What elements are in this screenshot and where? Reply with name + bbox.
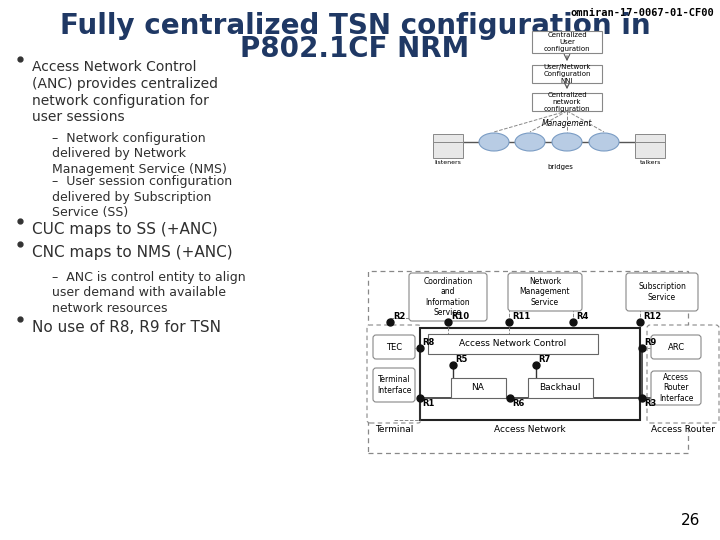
Bar: [528, 378, 593, 398]
Bar: [532, 65, 602, 83]
Text: Fully centralized TSN configuration in: Fully centralized TSN configuration in: [60, 12, 650, 40]
Ellipse shape: [589, 133, 619, 151]
Text: bridges: bridges: [547, 164, 573, 170]
Text: R2: R2: [393, 312, 405, 321]
Text: ARC: ARC: [667, 342, 685, 352]
Text: R10: R10: [451, 312, 469, 321]
Bar: [451, 378, 505, 398]
Text: 26: 26: [680, 513, 700, 528]
Ellipse shape: [515, 133, 545, 151]
Ellipse shape: [552, 133, 582, 151]
Text: talkers: talkers: [639, 160, 661, 165]
Text: TEC: TEC: [386, 342, 402, 352]
Text: –  User session configuration
delivered by Subscription
Service (SS): – User session configuration delivered b…: [52, 175, 232, 219]
Text: Access Router: Access Router: [651, 425, 715, 434]
Text: NA: NA: [472, 383, 485, 393]
Text: –  ANC is control entity to align
user demand with available
network resources: – ANC is control entity to align user de…: [52, 271, 246, 315]
Text: listeners: listeners: [435, 160, 462, 165]
FancyBboxPatch shape: [508, 273, 582, 311]
Bar: [635, 134, 665, 150]
Bar: [532, 31, 602, 53]
FancyBboxPatch shape: [626, 273, 698, 311]
FancyBboxPatch shape: [651, 335, 701, 359]
Text: CNC maps to NMS (+ANC): CNC maps to NMS (+ANC): [32, 245, 233, 260]
Text: R11: R11: [512, 312, 530, 321]
FancyBboxPatch shape: [409, 273, 487, 321]
Text: Terminal: Terminal: [375, 425, 413, 434]
Text: R4: R4: [576, 312, 588, 321]
Text: R12: R12: [643, 312, 661, 321]
FancyBboxPatch shape: [651, 371, 701, 405]
Text: R7: R7: [538, 355, 550, 364]
FancyBboxPatch shape: [373, 368, 415, 402]
Text: Management: Management: [542, 119, 592, 128]
Text: R3: R3: [644, 399, 656, 408]
Text: Access Network: Access Network: [494, 425, 566, 434]
Text: P802.1CF NRM: P802.1CF NRM: [240, 35, 469, 63]
Bar: [532, 93, 602, 111]
Text: R8: R8: [422, 338, 434, 347]
FancyBboxPatch shape: [373, 335, 415, 359]
Text: User/Network
Configuration
NNI: User/Network Configuration NNI: [544, 64, 590, 84]
Text: Access Network Control
(ANC) provides centralized
network configuration for
user: Access Network Control (ANC) provides ce…: [32, 60, 218, 124]
FancyBboxPatch shape: [367, 325, 421, 423]
Text: omniran-17-0067-01-CF00: omniran-17-0067-01-CF00: [570, 8, 714, 18]
Text: CUC maps to SS (+ANC): CUC maps to SS (+ANC): [32, 222, 217, 237]
Text: Centralized
network
configuration: Centralized network configuration: [544, 92, 590, 112]
Text: Network
Management
Service: Network Management Service: [520, 277, 570, 307]
Text: R6: R6: [512, 399, 524, 408]
Text: Centralized
User
configuration: Centralized User configuration: [544, 32, 590, 52]
Text: No use of R8, R9 for TSN: No use of R8, R9 for TSN: [32, 320, 221, 335]
Text: –  Network configuration
delivered by Network
Management Service (NMS): – Network configuration delivered by Net…: [52, 132, 227, 176]
Text: R9: R9: [644, 338, 656, 347]
Bar: [433, 142, 463, 158]
Text: Subscription
Service: Subscription Service: [638, 282, 686, 302]
Text: Access Network Control: Access Network Control: [459, 340, 567, 348]
Ellipse shape: [479, 133, 509, 151]
Bar: [428, 334, 598, 354]
Text: R1: R1: [422, 399, 434, 408]
FancyBboxPatch shape: [368, 271, 688, 453]
Text: R5: R5: [455, 355, 467, 364]
FancyBboxPatch shape: [420, 328, 640, 420]
Text: Access
Router
Interface: Access Router Interface: [659, 373, 693, 403]
Text: Coordination
and
Information
Service: Coordination and Information Service: [423, 277, 472, 317]
Bar: [635, 142, 665, 158]
FancyBboxPatch shape: [647, 325, 719, 423]
Text: Backhaul: Backhaul: [539, 383, 581, 393]
Bar: [433, 134, 463, 150]
Text: Terminal
Interface: Terminal Interface: [377, 375, 411, 395]
